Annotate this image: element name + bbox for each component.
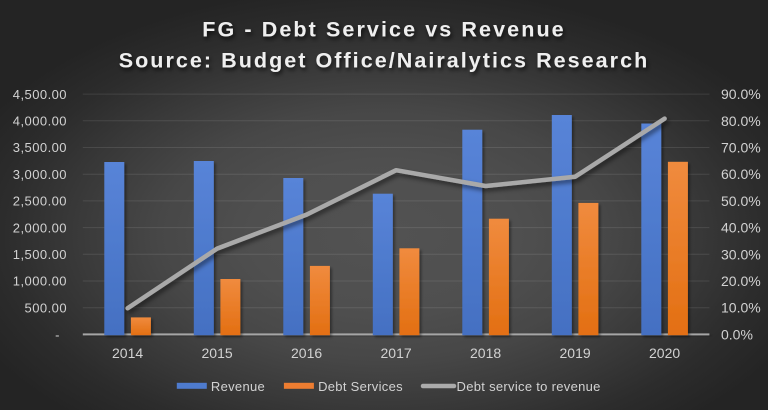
svg-text:2020: 2020 xyxy=(649,345,680,361)
svg-text:10.0%: 10.0% xyxy=(721,300,761,316)
svg-text:20.0%: 20.0% xyxy=(721,273,761,289)
svg-text:Debt service to revenue: Debt service to revenue xyxy=(457,379,601,394)
svg-text:30.0%: 30.0% xyxy=(721,246,761,262)
svg-text:FG - Debt Service vs Revenue: FG - Debt Service vs Revenue xyxy=(202,18,566,42)
svg-text:4,500.00: 4,500.00 xyxy=(13,87,67,102)
svg-text:70.0%: 70.0% xyxy=(721,140,761,156)
svg-text:90.0%: 90.0% xyxy=(721,86,761,102)
svg-text:Revenue: Revenue xyxy=(211,379,265,394)
svg-text:500.00: 500.00 xyxy=(25,300,67,315)
svg-text:Source: Budget Office/Nairalyt: Source: Budget Office/Nairalytics Resear… xyxy=(119,48,650,72)
svg-text:2018: 2018 xyxy=(470,345,501,361)
svg-text:3,000.00: 3,000.00 xyxy=(13,167,67,182)
svg-text:2017: 2017 xyxy=(381,345,412,361)
svg-text:2015: 2015 xyxy=(202,345,233,361)
svg-text:0.0%: 0.0% xyxy=(721,326,753,342)
svg-text:2,500.00: 2,500.00 xyxy=(13,194,67,209)
svg-text:3,500.00: 3,500.00 xyxy=(13,140,67,155)
svg-text:2019: 2019 xyxy=(560,345,591,361)
svg-text:Debt Services: Debt Services xyxy=(318,379,403,394)
svg-text:2014: 2014 xyxy=(112,345,143,361)
svg-text:40.0%: 40.0% xyxy=(721,220,761,236)
svg-text:4,000.00: 4,000.00 xyxy=(13,114,67,129)
svg-text:80.0%: 80.0% xyxy=(721,113,761,129)
svg-text:60.0%: 60.0% xyxy=(721,166,761,182)
svg-text:-: - xyxy=(55,328,59,343)
svg-text:1,500.00: 1,500.00 xyxy=(13,247,67,262)
svg-text:50.0%: 50.0% xyxy=(721,193,761,209)
svg-text:2,000.00: 2,000.00 xyxy=(13,220,67,235)
svg-text:2016: 2016 xyxy=(291,345,322,361)
svg-text:1,000.00: 1,000.00 xyxy=(13,274,67,289)
